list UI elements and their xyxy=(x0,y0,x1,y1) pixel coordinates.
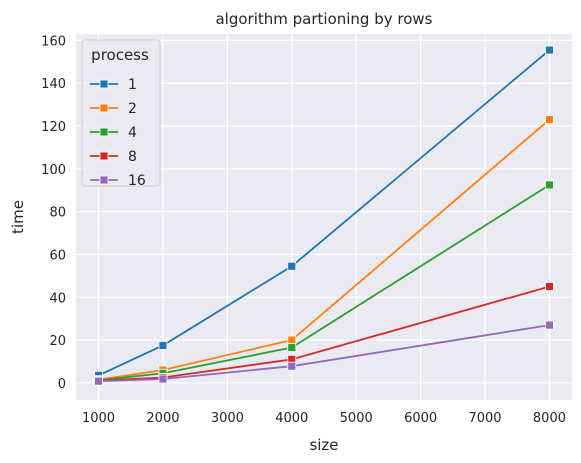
x-tick-label: 7000 xyxy=(468,411,501,426)
legend-marker xyxy=(99,103,109,113)
x-tick-label: 1000 xyxy=(82,411,115,426)
data-point xyxy=(545,115,554,125)
legend-label: 16 xyxy=(128,173,146,189)
y-tick-label: 20 xyxy=(49,334,66,349)
y-tick-label: 120 xyxy=(41,120,66,135)
y-tick-label: 100 xyxy=(41,163,66,178)
x-tick-label: 6000 xyxy=(404,411,437,426)
y-tick-label: 80 xyxy=(49,206,66,221)
x-tick-label: 5000 xyxy=(340,411,373,426)
series-line xyxy=(98,118,551,381)
chart-title: algorithm partioning by rows xyxy=(215,10,432,28)
legend-marker xyxy=(99,127,109,137)
data-point xyxy=(287,361,297,371)
y-tick-label: 160 xyxy=(41,34,66,49)
series-group xyxy=(94,45,554,386)
legend: process 1 2 4 8 16 xyxy=(81,39,161,189)
legend-label: 4 xyxy=(128,125,137,141)
y-tick-label: 0 xyxy=(58,377,66,392)
data-point xyxy=(287,261,297,271)
y-axis-label: time xyxy=(9,200,27,234)
series-line xyxy=(98,49,551,377)
legend-title: process xyxy=(91,46,149,64)
legend-item: 4 xyxy=(90,125,137,141)
y-axis-ticks: 0 20 40 60 80 100 120 140 160 xyxy=(41,34,66,391)
legend-item: 1 xyxy=(90,77,137,93)
data-point xyxy=(545,282,554,291)
legend-item: 16 xyxy=(90,173,146,189)
y-tick-label: 140 xyxy=(41,77,66,92)
series-line xyxy=(98,184,550,382)
data-point xyxy=(545,180,554,190)
legend-marker xyxy=(99,175,109,185)
x-tick-label: 3000 xyxy=(211,411,244,426)
y-tick-label: 40 xyxy=(49,291,66,306)
legend-marker xyxy=(99,79,109,89)
x-tick-label: 2000 xyxy=(146,411,179,426)
data-point xyxy=(94,376,103,386)
series-16 xyxy=(94,320,554,386)
data-point xyxy=(158,341,168,350)
x-axis-ticks: 1000 2000 3000 4000 5000 6000 7000 8000 xyxy=(82,411,566,426)
x-tick-label: 4000 xyxy=(275,411,308,426)
y-tick-label: 60 xyxy=(49,248,66,263)
legend-item: 2 xyxy=(90,101,137,117)
x-tick-label: 8000 xyxy=(533,411,566,426)
legend-marker xyxy=(99,151,109,161)
legend-label: 2 xyxy=(128,101,137,117)
series-line xyxy=(98,324,550,383)
data-point xyxy=(287,343,297,352)
legend-box xyxy=(81,39,161,187)
data-point xyxy=(158,374,168,384)
x-axis-label: size xyxy=(309,436,338,454)
data-point xyxy=(545,320,554,330)
legend-label: 8 xyxy=(128,149,137,165)
data-point xyxy=(287,335,297,345)
data-point xyxy=(545,45,554,55)
legend-label: 1 xyxy=(128,77,137,93)
series-line xyxy=(98,285,550,382)
legend-item: 8 xyxy=(90,149,137,165)
